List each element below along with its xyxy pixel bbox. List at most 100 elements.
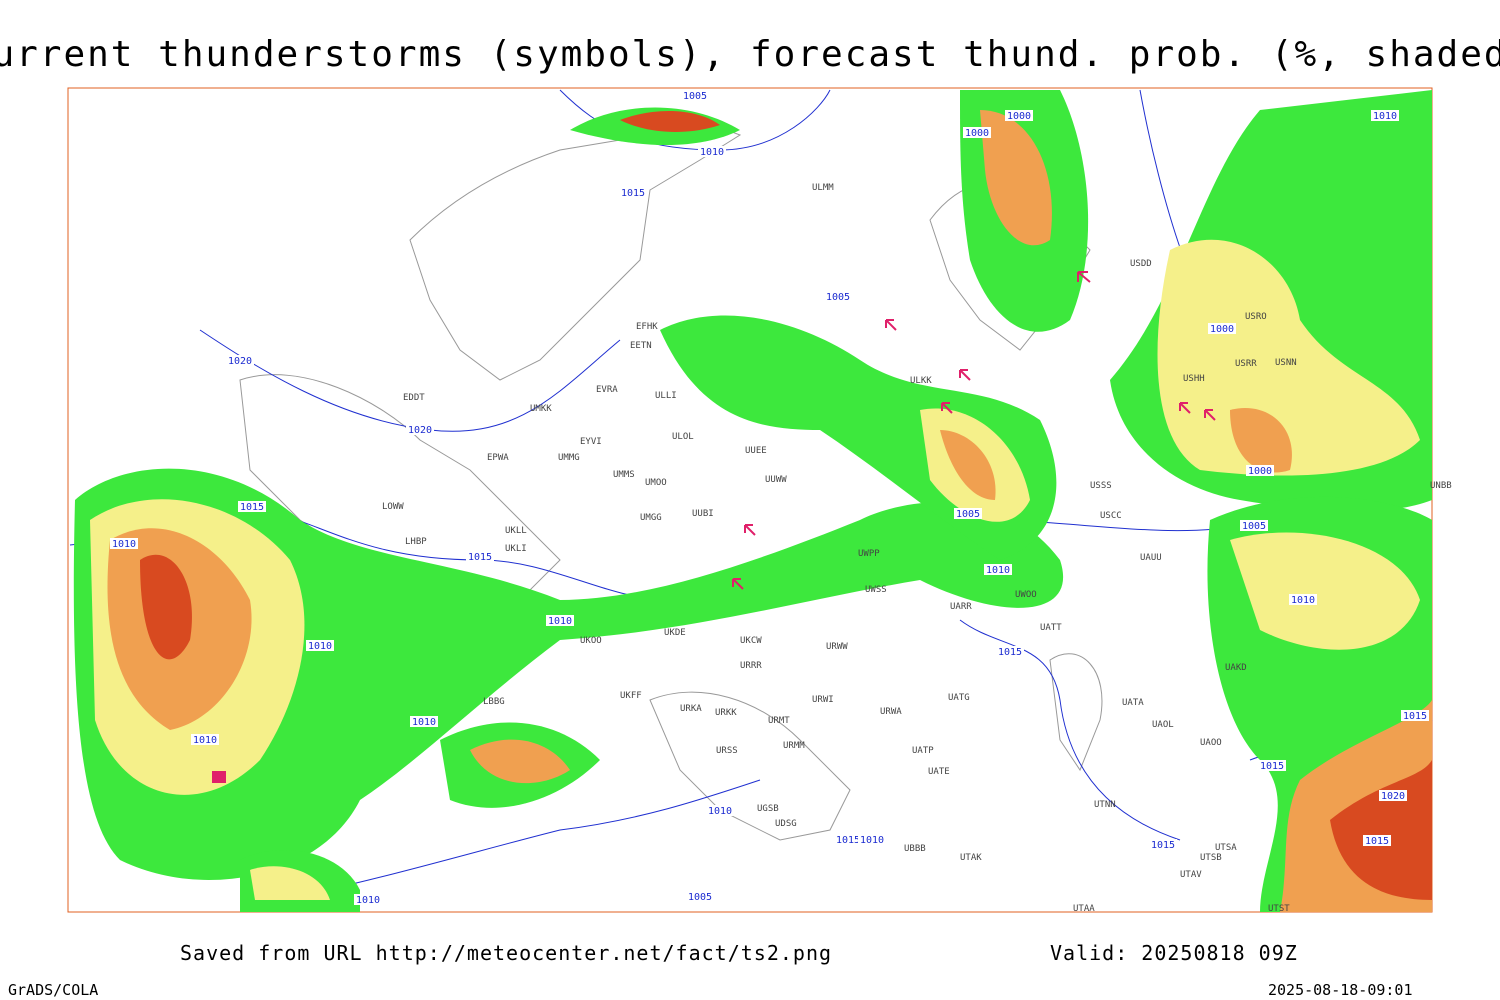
station-label: UMMS	[613, 470, 635, 480]
isobar-label: 1010	[1291, 595, 1315, 606]
isobar-label-bg	[1289, 594, 1317, 605]
isobar-label: 1010	[860, 835, 884, 846]
isobar-label-bg	[1005, 110, 1033, 121]
isobar-label: 1020	[408, 425, 432, 436]
station-label: UTAV	[1180, 870, 1202, 880]
isobar-label: 1005	[956, 509, 980, 520]
isobar-label: 1015	[621, 188, 645, 199]
isobar-label-bg	[706, 805, 734, 816]
isobar-label-bg	[110, 538, 138, 549]
isobar-label-bg	[1246, 465, 1274, 476]
station-label: UUEE	[745, 446, 767, 456]
station-label: UAOL	[1152, 720, 1174, 730]
isobar-label: 1010	[412, 717, 436, 728]
isobar-label: 1000	[965, 128, 989, 139]
isobar-label: 1000	[1210, 324, 1234, 335]
station-label: EETN	[630, 341, 652, 351]
station-label: ULOL	[672, 432, 694, 442]
station-label: LHBP	[405, 537, 427, 547]
station-label: URWI	[812, 695, 834, 705]
station-label: UTAA	[1073, 904, 1095, 914]
isobar-label: 1010	[356, 895, 380, 906]
saved-url: Saved from URL http://meteocenter.net/fa…	[180, 941, 832, 965]
station-label: UNBB	[1430, 481, 1452, 491]
station-label: URRR	[740, 661, 762, 671]
station-label: UKFF	[620, 691, 642, 701]
probability-shading	[73, 90, 1432, 912]
isobar-label-bg	[238, 501, 266, 512]
station-label: UTSA	[1215, 843, 1237, 853]
isobar-label-bg	[996, 646, 1024, 657]
isobar-label: 1010	[193, 735, 217, 746]
station-label: UTAK	[960, 853, 982, 863]
title: Current thunderstorms (symbols), forecas…	[0, 34, 1500, 75]
station-label: URKK	[715, 708, 737, 718]
station-label: UMOO	[645, 478, 667, 488]
station-label: UMGG	[640, 513, 662, 523]
timestamp: 2025-08-18-09:01	[1268, 981, 1413, 999]
station-label: UATT	[1040, 623, 1062, 633]
station-label: USDD	[1130, 259, 1152, 269]
isobar-label-bg	[984, 564, 1012, 575]
station-label: UUWW	[765, 475, 787, 485]
isobar-label-bg	[546, 615, 574, 626]
isobar-label: 1015	[1365, 836, 1389, 847]
isobar-label: 1000	[1248, 466, 1272, 477]
software: GrADS/COLA	[8, 981, 98, 999]
station-label: ULLI	[655, 391, 677, 401]
isobar-label: 1010	[700, 147, 724, 158]
station-label: LBBG	[483, 697, 505, 707]
isobar-label-bg	[1240, 520, 1268, 531]
station-label: UKLI	[505, 544, 527, 554]
station-label: ULMM	[812, 183, 834, 193]
station-label: ULKK	[910, 376, 932, 386]
station-label: UARR	[950, 602, 972, 612]
isobar-label: 1000	[1007, 111, 1031, 122]
isobar-label-bg	[681, 90, 709, 101]
station-label: UKDE	[664, 628, 686, 638]
isobar-label-bg	[1258, 760, 1286, 771]
station-label: USCC	[1100, 511, 1122, 521]
isobar-label: 1010	[112, 539, 136, 550]
station-label: UWPP	[858, 549, 880, 559]
station-label: URMM	[783, 741, 805, 751]
isobar-label-bg	[406, 424, 434, 435]
station-label: USRR	[1235, 359, 1257, 369]
isobar-label-bg	[354, 894, 382, 905]
isobar-label-bg	[191, 734, 219, 745]
valid-time: Valid: 20250818 09Z	[1050, 941, 1298, 965]
isobar-label-bg	[698, 146, 726, 157]
station-label: USSS	[1090, 481, 1112, 491]
station-label: UTNN	[1094, 800, 1116, 810]
isobar-label-bg	[1371, 110, 1399, 121]
station-label: UTSB	[1200, 853, 1222, 863]
station-label: EYVI	[580, 437, 602, 447]
isobar-label: 1010	[986, 565, 1010, 576]
isobar-label-bg	[619, 187, 647, 198]
station-label: USRO	[1245, 312, 1267, 322]
station-label: UAKD	[1225, 663, 1247, 673]
isobar-label-bg	[954, 508, 982, 519]
isobar-label: 1015	[998, 647, 1022, 658]
station-label: UUBI	[692, 509, 714, 519]
isobar-label-bg	[1149, 839, 1177, 850]
isobar-label-bg	[963, 127, 991, 138]
station-label: UWOO	[1015, 590, 1037, 600]
station-label: UKLL	[505, 526, 527, 536]
isobar-label: 1010	[548, 616, 572, 627]
isobar-label: 1015	[1403, 711, 1427, 722]
station-label: UWSS	[865, 585, 887, 595]
isobar-label: 1010	[308, 641, 332, 652]
isobar-label: 1015	[240, 502, 264, 513]
station-label: EVRA	[596, 385, 618, 395]
isobar-label-bg	[1208, 323, 1236, 334]
station-label: LOWW	[382, 502, 404, 512]
station-label: UAOO	[1200, 738, 1222, 748]
isobar-label-bg	[1379, 790, 1407, 801]
isobar-label-bg	[1363, 835, 1391, 846]
isobar-label-bg	[226, 355, 254, 366]
station-label: UGSB	[757, 804, 779, 814]
